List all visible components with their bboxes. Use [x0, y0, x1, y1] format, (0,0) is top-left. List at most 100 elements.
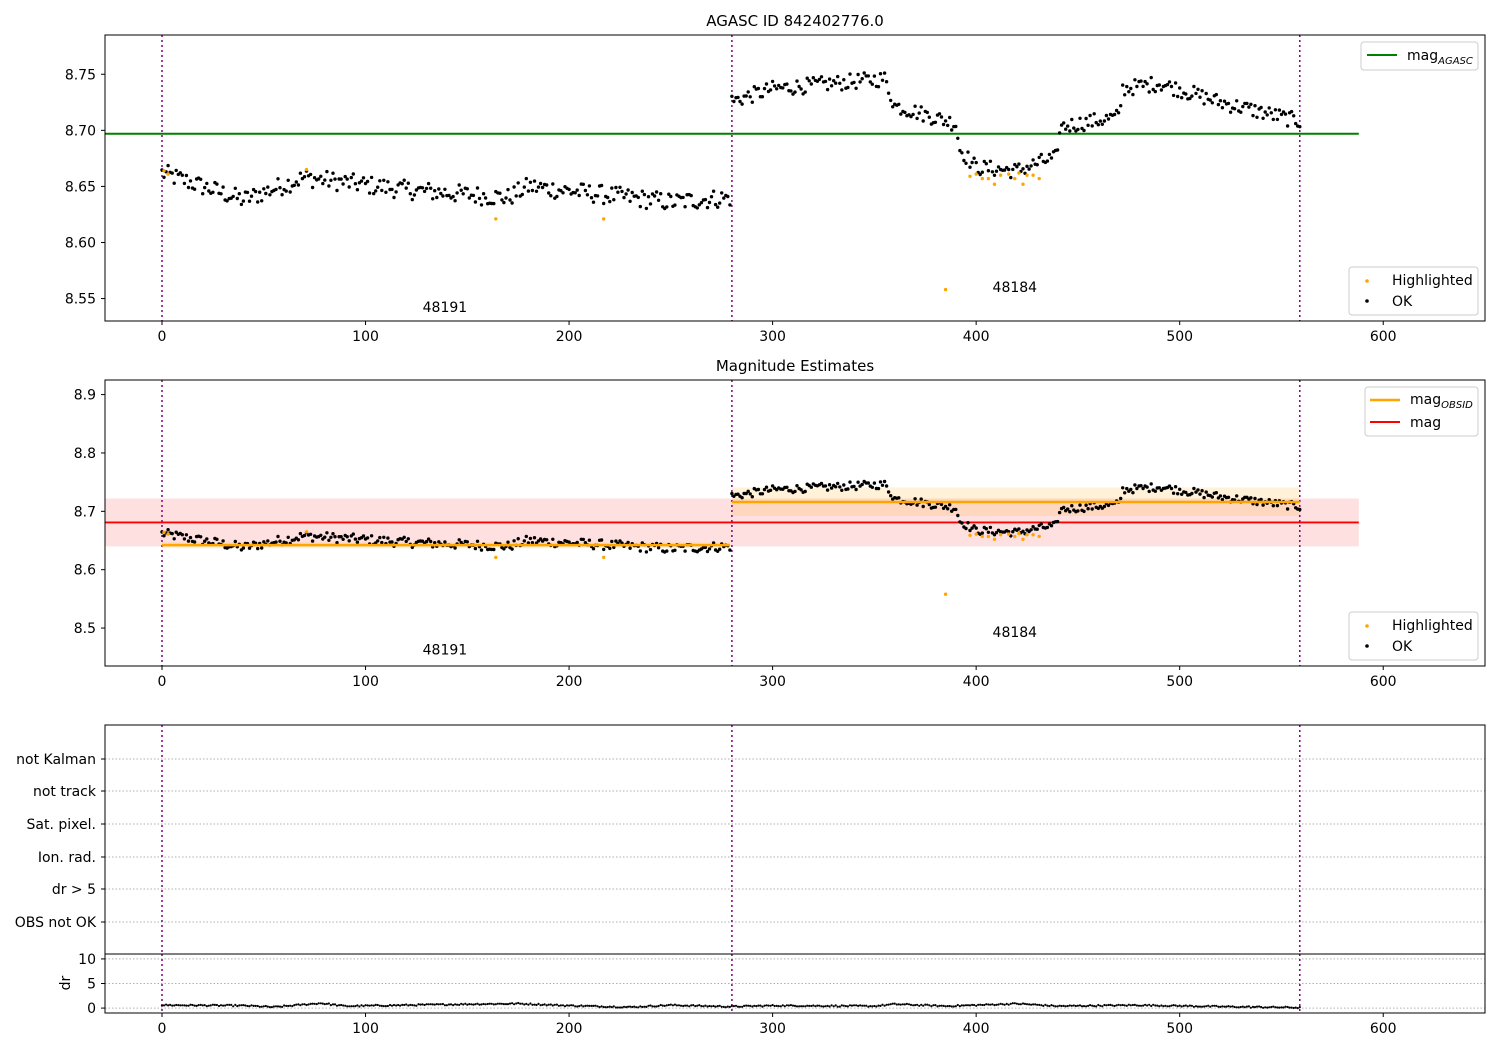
data-point-ok — [644, 206, 649, 211]
data-point-highlighted — [1021, 537, 1025, 541]
data-point-ok — [876, 85, 881, 89]
dr-point — [667, 1003, 670, 1007]
dr-point — [1003, 1003, 1006, 1006]
data-point-ok — [1202, 495, 1206, 500]
dr-point — [207, 1004, 210, 1007]
dr-point — [276, 1005, 280, 1008]
data-point-ok — [429, 539, 433, 544]
data-point-ok — [376, 185, 380, 189]
dr-point — [226, 1003, 229, 1006]
dr-point — [478, 1003, 481, 1006]
data-point-ok — [1271, 504, 1276, 508]
dr-point — [366, 1004, 369, 1007]
dr-point — [686, 1004, 689, 1007]
data-point-ok — [738, 99, 742, 104]
dr-point — [716, 1005, 719, 1008]
dr-point — [1237, 1006, 1240, 1009]
dr-point — [531, 1003, 534, 1006]
data-point-ok — [1190, 94, 1194, 98]
data-point-ok — [1125, 486, 1129, 491]
dr-point — [741, 1005, 744, 1008]
dr-point — [1270, 1005, 1273, 1009]
data-point-ok — [646, 195, 651, 199]
data-point-ok — [215, 537, 219, 541]
panel-dr: 0 100 200 300 400 500 600 0 5 10 dr — [58, 952, 1486, 1037]
dr-point — [1219, 1005, 1222, 1009]
data-point-ok — [1035, 163, 1039, 167]
panel-magnitude-estimates-ticks: 0 100 200 300 400 500 600 8.5 8.6 8.7 8.8 8.9 — [74, 388, 1397, 690]
data-point-ok — [333, 177, 337, 181]
dr-point — [570, 1004, 573, 1007]
data-point-ok — [1167, 80, 1172, 84]
data-point-highlighted — [1025, 173, 1029, 177]
data-point-ok — [327, 184, 331, 188]
data-point-ok — [182, 181, 187, 186]
dr-point — [309, 1002, 312, 1006]
data-point-ok — [1226, 495, 1231, 499]
dr-point — [395, 1004, 398, 1007]
dr-point — [1280, 1006, 1283, 1009]
data-point-ok — [524, 534, 528, 539]
data-point-ok — [481, 192, 486, 196]
data-point-ok — [473, 546, 478, 551]
dr-point — [590, 1004, 593, 1008]
dr-point — [1074, 1004, 1077, 1008]
data-point-ok — [530, 188, 535, 193]
dr-point — [555, 1003, 559, 1006]
dr-point — [932, 1004, 935, 1007]
data-point-ok — [502, 547, 506, 551]
data-point-ok — [1078, 503, 1082, 507]
data-point-ok — [274, 540, 278, 544]
data-point-ok — [1180, 96, 1184, 100]
panel-magnitude-estimates-legend-lower: Highlighted OK — [1348, 611, 1479, 661]
dr-point — [977, 1003, 980, 1006]
data-point-ok — [1173, 485, 1178, 489]
dr-point — [1201, 1005, 1204, 1008]
data-point-ok — [854, 86, 858, 91]
data-point-ok — [429, 186, 433, 190]
data-point-ok — [453, 199, 457, 203]
panel-magnitude-estimates-title: Magnitude Estimates — [716, 357, 874, 375]
data-point-ok — [825, 87, 830, 92]
data-point-ok — [1157, 83, 1162, 87]
dr-point — [620, 1006, 624, 1009]
dr-point — [1137, 1004, 1141, 1007]
data-point-ok — [827, 483, 832, 487]
data-point-ok — [369, 175, 374, 180]
dr-point — [335, 1004, 339, 1007]
data-point-ok — [575, 188, 579, 192]
data-point-ok — [1285, 507, 1290, 511]
data-point-ok — [1121, 83, 1125, 87]
data-point-ok — [538, 181, 543, 186]
dr-point — [1217, 1005, 1220, 1008]
dr-point — [948, 1004, 951, 1008]
dr-point — [543, 1003, 546, 1006]
data-point-ok — [915, 116, 919, 121]
data-point-ok — [785, 485, 789, 489]
x-tick-label: 0 — [158, 329, 167, 345]
dr-point — [1131, 1003, 1134, 1007]
data-point-ok — [819, 481, 824, 486]
dr-point — [553, 1003, 556, 1006]
dr-point — [985, 1003, 988, 1006]
data-point-ok — [795, 484, 799, 488]
data-point-highlighted — [494, 555, 498, 560]
data-point-ok — [793, 90, 797, 94]
dr-point — [160, 1004, 164, 1007]
data-point-ok — [1068, 129, 1072, 133]
data-point-ok — [473, 200, 478, 204]
dr-point — [732, 1005, 736, 1008]
dr-point — [773, 1004, 776, 1008]
dr-point — [844, 1005, 848, 1008]
data-point-ok — [1076, 509, 1080, 513]
dr-point — [352, 1005, 355, 1008]
data-point-ok — [884, 80, 889, 84]
data-point-ok — [467, 196, 471, 200]
data-point-ok — [730, 94, 734, 99]
data-point-ok — [583, 188, 588, 193]
dr-point — [846, 1005, 850, 1008]
dr-point — [720, 1005, 723, 1008]
dr-point — [816, 1004, 819, 1007]
dr-point — [755, 1005, 758, 1008]
dr-point — [1162, 1005, 1165, 1008]
